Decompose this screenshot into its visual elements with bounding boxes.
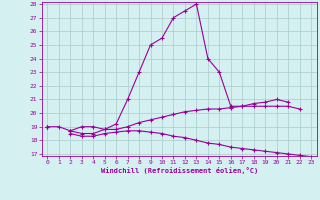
X-axis label: Windchill (Refroidissement éolien,°C): Windchill (Refroidissement éolien,°C) (100, 167, 258, 174)
